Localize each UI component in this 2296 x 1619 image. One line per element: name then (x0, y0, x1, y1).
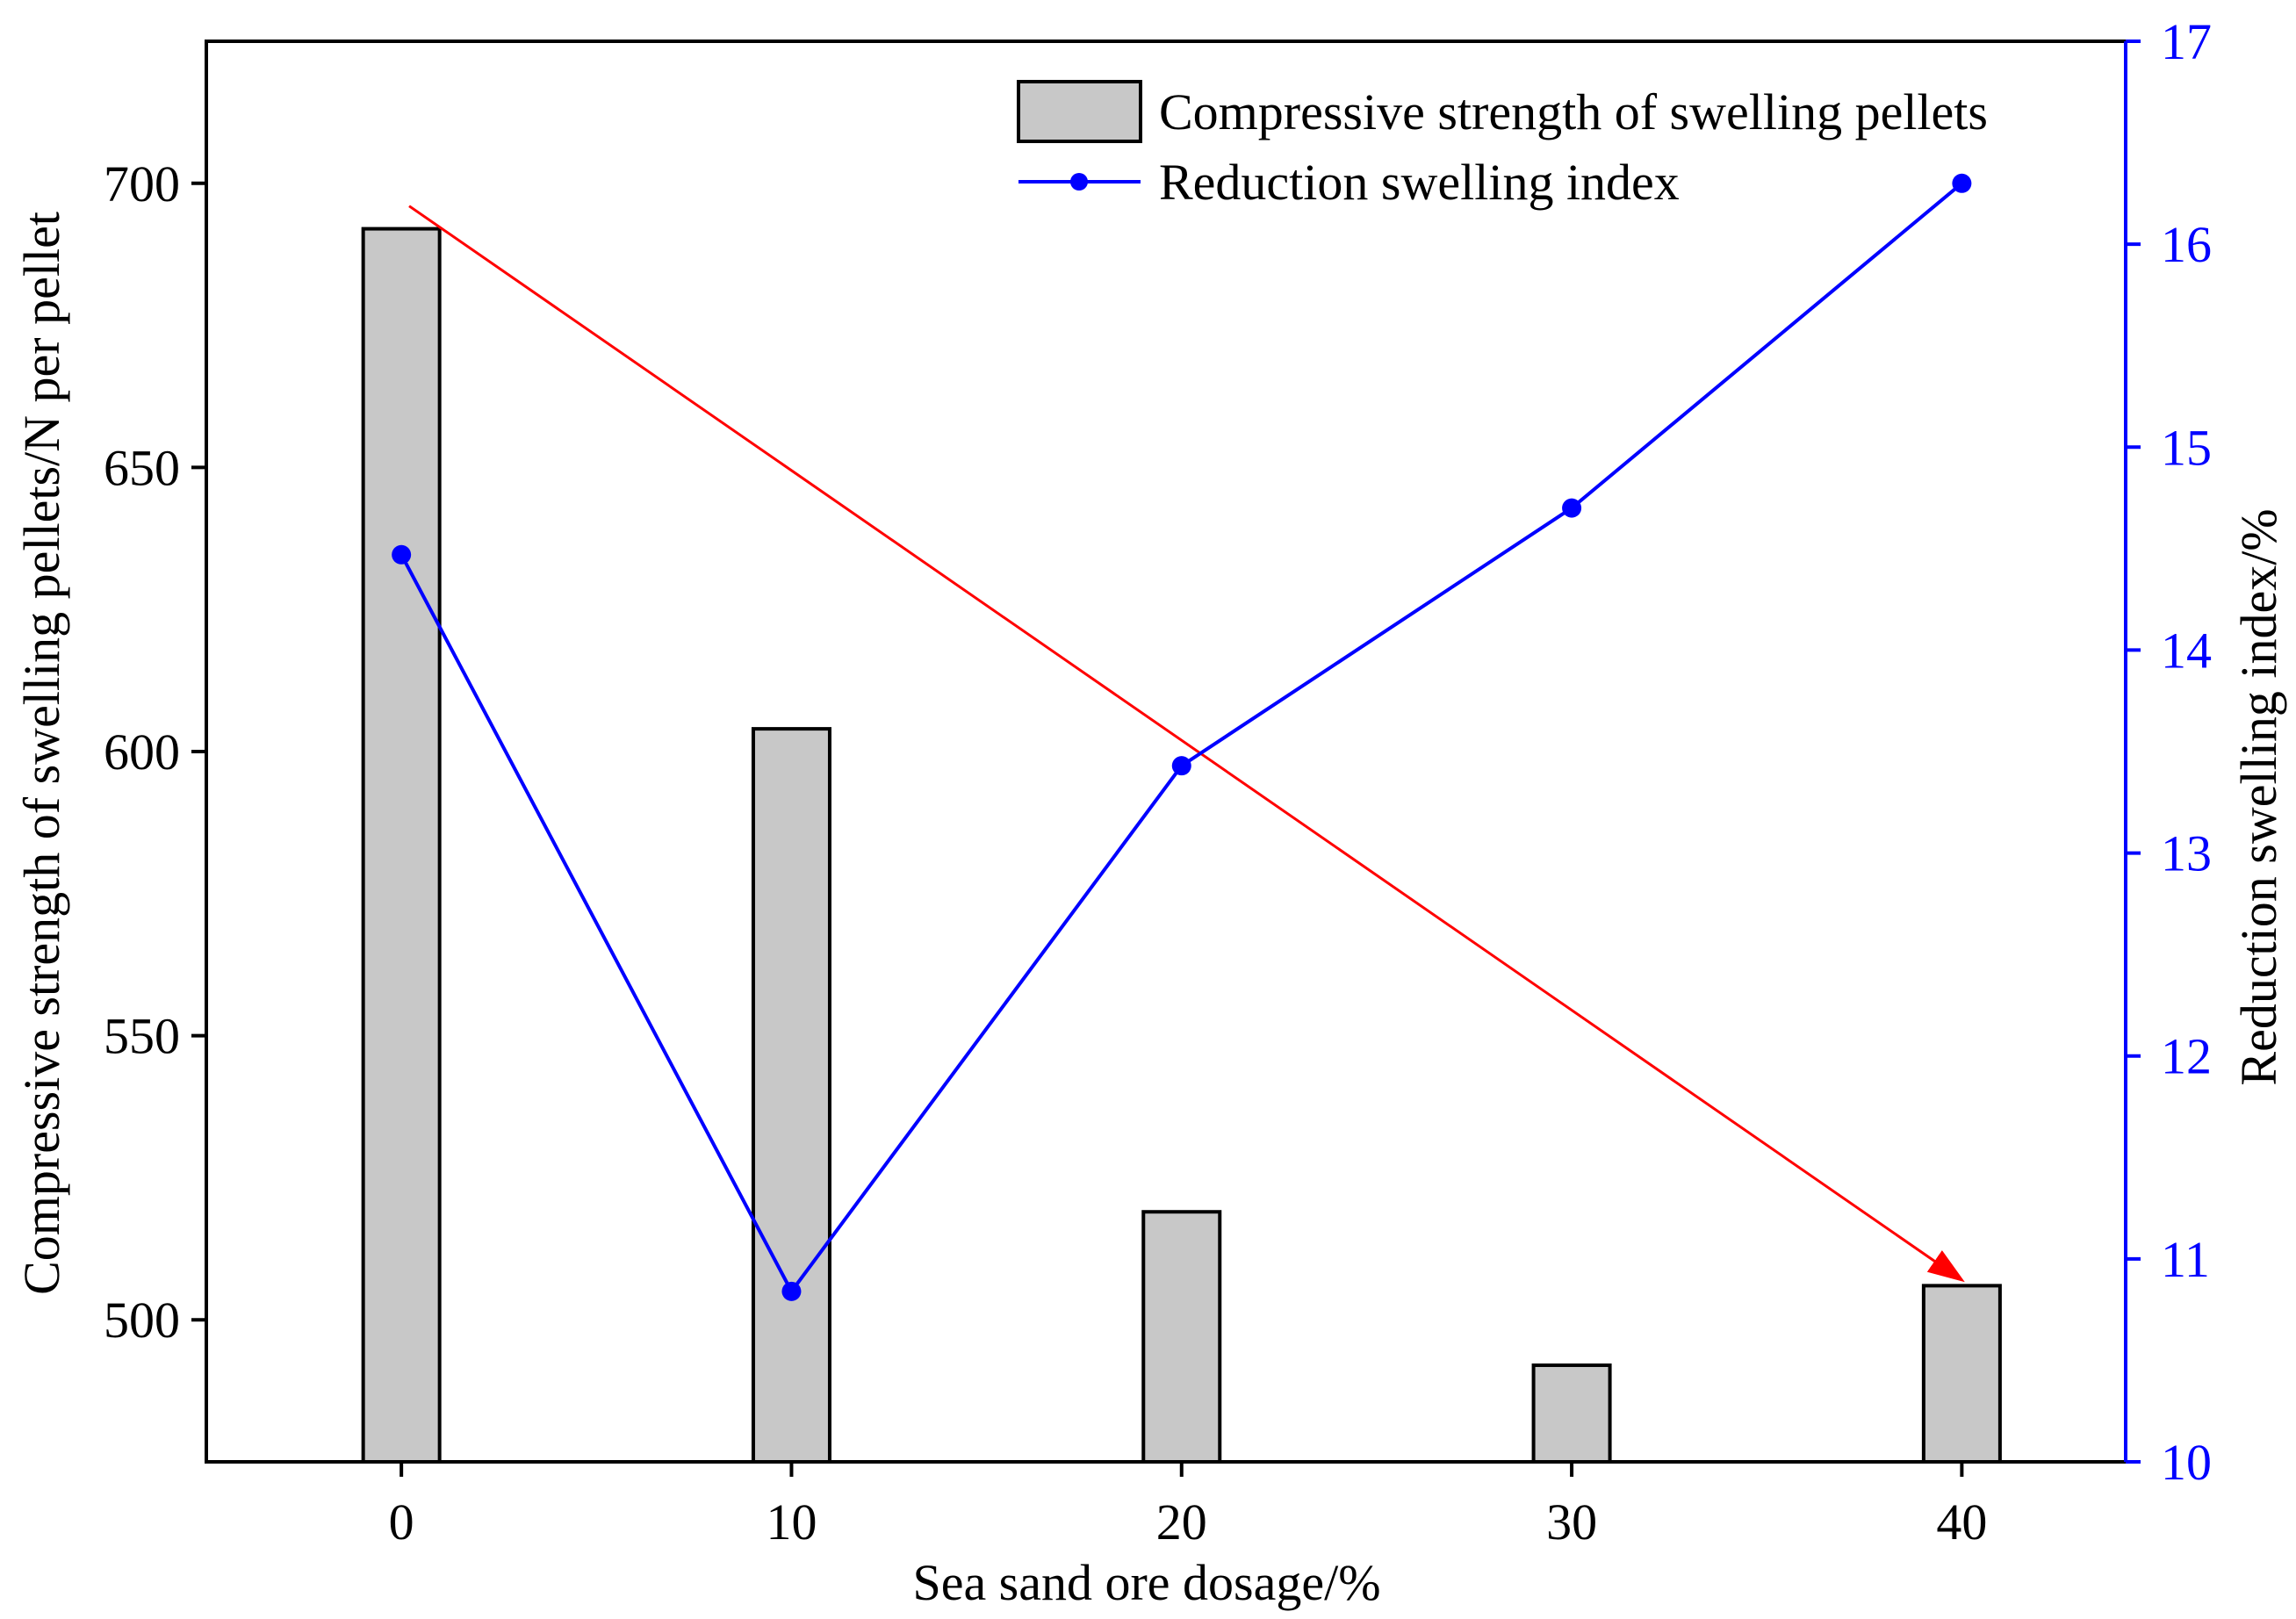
right-tick-label: 15 (2161, 419, 2212, 476)
bar (1921, 1284, 2002, 1464)
bar-series (361, 227, 2002, 1464)
legend-line-marker (1070, 173, 1088, 191)
x-tick-label: 30 (1546, 1493, 1597, 1551)
left-axis-title: Compressive strength of swelling pellets… (13, 212, 70, 1295)
x-axis-title: Sea sand ore dosage/% (912, 1554, 1380, 1611)
legend-bar-label: Compressive strength of swelling pellets (1159, 83, 1988, 140)
right-tick-label: 10 (2161, 1434, 2212, 1491)
left-axis: 500 550 600 650 700 (104, 155, 206, 1349)
right-axis: 10 11 12 13 14 15 16 17 (2126, 13, 2212, 1491)
x-tick-label: 40 (1936, 1493, 1987, 1551)
line-point (1952, 173, 1972, 193)
line-point (1562, 498, 1582, 518)
line-point (392, 544, 412, 565)
right-tick-label: 13 (2161, 825, 2212, 882)
left-tick-label: 500 (104, 1292, 180, 1349)
line-point (1171, 756, 1191, 776)
left-tick-label: 550 (104, 1008, 180, 1065)
legend: Compressive strength of swelling pellets… (1017, 80, 1988, 211)
line-series (392, 173, 1972, 1301)
left-tick-label: 650 (104, 439, 180, 496)
x-tick-label: 0 (389, 1493, 414, 1551)
right-tick-label: 16 (2161, 216, 2212, 273)
right-tick-label: 14 (2161, 622, 2212, 679)
trend-arrow-group (408, 205, 1965, 1283)
right-tick-label: 12 (2161, 1028, 2212, 1085)
x-axis: 0 10 20 30 40 (389, 1462, 1987, 1551)
right-axis-title: Reduction swelling index/% (2230, 508, 2287, 1085)
legend-bar-swatch (1017, 80, 1142, 143)
x-tick-label: 20 (1156, 1493, 1207, 1551)
line-path (399, 182, 1963, 1295)
left-tick-label: 600 (104, 723, 180, 781)
right-tick-label: 17 (2161, 13, 2212, 70)
line-point (781, 1281, 802, 1301)
bar (1141, 1210, 1222, 1464)
bar (751, 727, 831, 1464)
legend-line-label: Reduction swelling index (1159, 154, 1680, 211)
left-tick-label: 700 (104, 155, 180, 212)
right-tick-label: 11 (2161, 1231, 2210, 1288)
x-tick-label: 10 (766, 1493, 817, 1551)
bar (361, 227, 442, 1464)
bar (1531, 1363, 1612, 1464)
trend-arrow (408, 205, 1965, 1283)
